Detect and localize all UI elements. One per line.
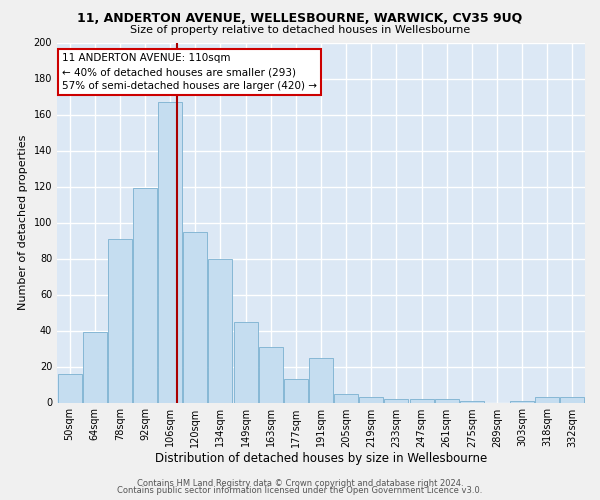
Bar <box>83 332 107 402</box>
Bar <box>460 400 484 402</box>
Text: Contains HM Land Registry data © Crown copyright and database right 2024.: Contains HM Land Registry data © Crown c… <box>137 478 463 488</box>
Bar <box>309 358 333 403</box>
Bar <box>334 394 358 402</box>
Bar <box>510 400 534 402</box>
Bar <box>133 188 157 402</box>
Text: 11 ANDERTON AVENUE: 110sqm
← 40% of detached houses are smaller (293)
57% of sem: 11 ANDERTON AVENUE: 110sqm ← 40% of deta… <box>62 54 317 92</box>
Bar <box>284 379 308 402</box>
Bar <box>359 397 383 402</box>
Bar <box>58 374 82 402</box>
Bar <box>259 346 283 403</box>
Text: 11, ANDERTON AVENUE, WELLESBOURNE, WARWICK, CV35 9UQ: 11, ANDERTON AVENUE, WELLESBOURNE, WARWI… <box>77 12 523 26</box>
Bar <box>208 258 232 402</box>
Bar <box>158 102 182 403</box>
Bar <box>410 399 434 402</box>
Bar <box>233 322 257 402</box>
Bar <box>108 238 132 402</box>
Bar <box>560 397 584 402</box>
Y-axis label: Number of detached properties: Number of detached properties <box>18 135 28 310</box>
X-axis label: Distribution of detached houses by size in Wellesbourne: Distribution of detached houses by size … <box>155 452 487 466</box>
Text: Size of property relative to detached houses in Wellesbourne: Size of property relative to detached ho… <box>130 25 470 35</box>
Bar <box>435 399 458 402</box>
Bar <box>184 232 207 402</box>
Bar <box>535 397 559 402</box>
Bar <box>385 399 409 402</box>
Text: Contains public sector information licensed under the Open Government Licence v3: Contains public sector information licen… <box>118 486 482 495</box>
